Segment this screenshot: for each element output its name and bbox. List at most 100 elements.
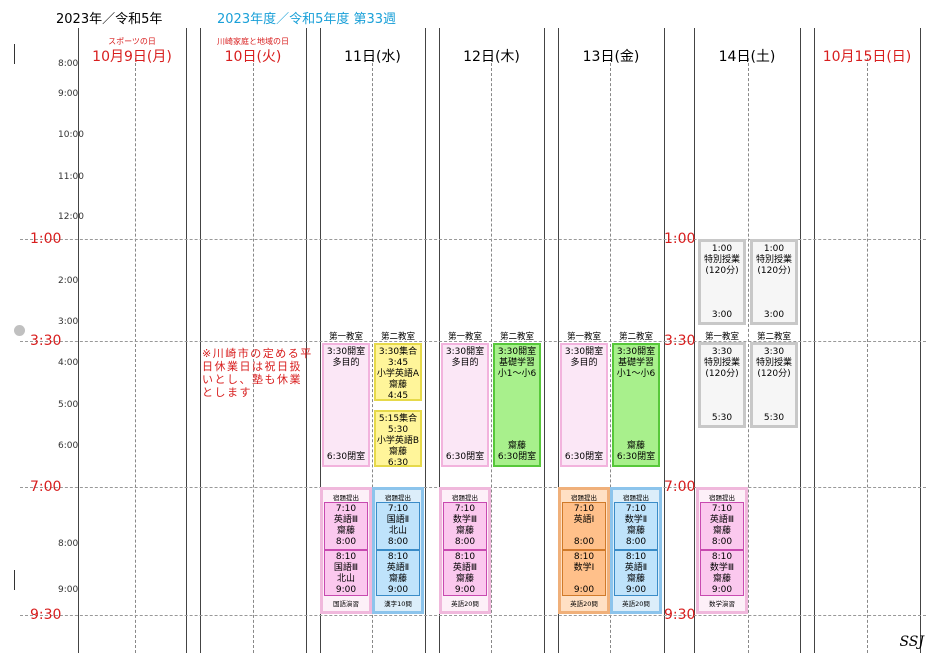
class-slot-1[interactable]: 7:10 英語Ⅲ 齋藤 8:00 [324,502,368,550]
wed-evening-room1[interactable]: 宿題提出 7:10 英語Ⅲ 齋藤 8:00 8:10 国語Ⅲ 北山 9:00 国… [320,487,372,614]
day-header-sun: 10月15日(日) [822,49,912,65]
day-header-thu: 12日(木) [463,49,520,65]
block-line: 特別授業 [755,255,792,265]
class-slot-1[interactable]: 7:10 英語Ⅲ 齋藤 8:00 [700,502,744,550]
class-slot-2[interactable]: 8:10 数学Ⅰ 9:00 [562,550,606,596]
fri-room2-block[interactable]: 3:30開室 基礎学習 小1～小6 齋藤 6:30閉室 [612,343,660,467]
thu-room1-block[interactable]: 3:30開室 多目的 6:30閉室 [441,343,489,467]
day-header-mon: 10月9日(月) [92,49,172,65]
sub-column-line [748,58,749,653]
column-line [200,28,201,653]
room-label: 第二教室 [756,332,791,342]
block-line: 6:30 [387,458,409,468]
holiday-note: ※川崎市の定める平日休業日は祝日扱いとし、塾も休業とします [202,347,313,399]
slot-line: 齋藤 [712,526,731,536]
block-line: 3:30開室 [564,347,604,357]
slot-line: 8:00 [711,537,733,547]
sat-special-1b[interactable]: 3:30 特別授業 (120分) 5:30 [698,342,746,428]
sat-special-2a[interactable]: 1:00 特別授業 (120分) 3:00 [750,239,798,325]
class-slot-2[interactable]: 8:10 数学Ⅲ 齋藤 9:00 [700,550,744,596]
block-line: 特別授業 [703,255,740,265]
block-line: 3:45 [387,358,409,368]
block-line: 3:30開室 [497,347,537,357]
class-slot-1[interactable]: 7:10 数学Ⅲ 齋藤 8:00 [443,502,487,550]
room-label: 第一教室 [704,332,739,342]
thu-evening-room1[interactable]: 宿題提出 7:10 数学Ⅲ 齋藤 8:00 8:10 英語Ⅲ 齋藤 9:00 英… [439,487,491,614]
block-line: 3:00 [711,310,733,320]
sub-column-line [135,58,136,653]
slot-line [563,526,605,537]
mark-3-30-sat: 3:30 [664,333,696,349]
slot-line: 8:10 [711,552,733,562]
fri-evening-room2[interactable]: 宿題提出 7:10 数学Ⅱ 齋藤 8:00 8:10 英語Ⅱ 齋藤 9:00 英… [610,487,662,614]
block-line: 齋藤 [388,380,407,390]
wed-room2-english-b[interactable]: 5:15集合 5:30 小学英語B 齋藤 6:30 [374,410,422,468]
mark-7-00: 7:00 [30,479,62,495]
class-slot-2[interactable]: 8:10 英語Ⅲ 齋藤 9:00 [443,550,487,596]
sub-column-line [253,58,254,653]
slot-line: 数学Ⅲ [452,515,478,525]
block-line: 6:30閉室 [445,452,485,462]
slot-line: 8:00 [387,537,409,547]
day-header-sat: 14日(土) [718,49,776,65]
block-line: 5:30 [711,413,733,423]
room-label: 第二教室 [618,332,653,342]
block-line: 6:30閉室 [497,452,537,462]
homework-note: 英語20問 [570,600,598,608]
class-slot-2[interactable]: 8:10 英語Ⅱ 齋藤 9:00 [614,550,658,596]
class-slot-1[interactable]: 7:10 英語Ⅰ 8:00 [562,502,606,550]
fri-room1-block[interactable]: 3:30開室 多目的 6:30閉室 [560,343,608,467]
slot-line: 数学Ⅰ [573,563,595,573]
sat-special-2b[interactable]: 3:30 特別授業 (120分) 5:30 [750,342,798,428]
wed-room1-block[interactable]: 3:30開室 多目的 6:30閉室 [322,343,370,467]
mark-9-30-sat: 9:30 [664,607,696,623]
mark-7-00-sat: 7:00 [664,479,696,495]
hour-tick: 6:00 [58,441,79,451]
room-label: 第二教室 [380,332,415,342]
slot-line: 齋藤 [455,526,474,536]
block-line: 齋藤 [626,441,645,451]
time-line-3-30 [20,341,926,342]
block-line: 多目的 [332,358,360,368]
block-line: 齋藤 [507,441,526,451]
year-label: 2023年／令和5年 [56,12,163,27]
block-line: 多目的 [451,358,479,368]
edge-mark-top [14,44,15,64]
column-line [800,28,801,653]
slot-line: 齋藤 [626,526,645,536]
mark-1-00: 1:00 [30,231,62,247]
slot-line: 国語Ⅱ [386,515,410,525]
slot-line: 8:00 [625,537,647,547]
column-line [558,28,559,653]
slot-line: 8:10 [387,552,409,562]
class-slot-1[interactable]: 7:10 数学Ⅱ 齋藤 8:00 [614,502,658,550]
class-slot-2[interactable]: 8:10 国語Ⅲ 北山 9:00 [324,550,368,596]
thu-room2-block[interactable]: 3:30開室 基礎学習 小1～小6 齋藤 6:30閉室 [493,343,541,467]
block-line: 3:30 [763,347,785,357]
fri-evening-room1[interactable]: 宿題提出 7:10 英語Ⅰ 8:00 8:10 数学Ⅰ 9:00 英語20問 [558,487,610,614]
wed-evening-room2[interactable]: 宿題提出 7:10 国語Ⅱ 北山 8:00 8:10 英語Ⅱ 齋藤 9:00 漢… [372,487,424,614]
slot-line: 英語Ⅱ [624,563,648,573]
wed-room2-english-a[interactable]: 3:30集合 3:45 小学英語A 齋藤 4:45 [374,343,422,401]
block-line: 特別授業 [755,358,792,368]
room-label: 第一教室 [328,332,363,342]
column-line [186,28,187,653]
slot-line: 数学Ⅱ [624,515,648,525]
slot-line: 英語Ⅲ [452,563,478,573]
column-line [544,28,545,653]
sub-column-line [491,58,492,653]
sat-evening-room1[interactable]: 宿題提出 7:10 英語Ⅲ 齋藤 8:00 8:10 数学Ⅲ 齋藤 9:00 数… [696,487,748,614]
column-line [814,28,815,653]
slot-line: 英語Ⅱ [386,563,410,573]
room-label: 第一教室 [447,332,482,342]
block-line: 6:30閉室 [326,452,366,462]
class-slot-1[interactable]: 7:10 国語Ⅱ 北山 8:00 [376,502,420,550]
block-line: 基礎学習 [498,358,535,368]
sat-special-1a[interactable]: 1:00 特別授業 (120分) 3:00 [698,239,746,325]
column-line [425,28,426,653]
block-line: 3:30開室 [616,347,656,357]
class-slot-2[interactable]: 8:10 英語Ⅱ 齋藤 9:00 [376,550,420,596]
block-line: 3:30開室 [445,347,485,357]
homework-note: 数学演習 [709,600,735,608]
block-line: 基礎学習 [617,358,654,368]
